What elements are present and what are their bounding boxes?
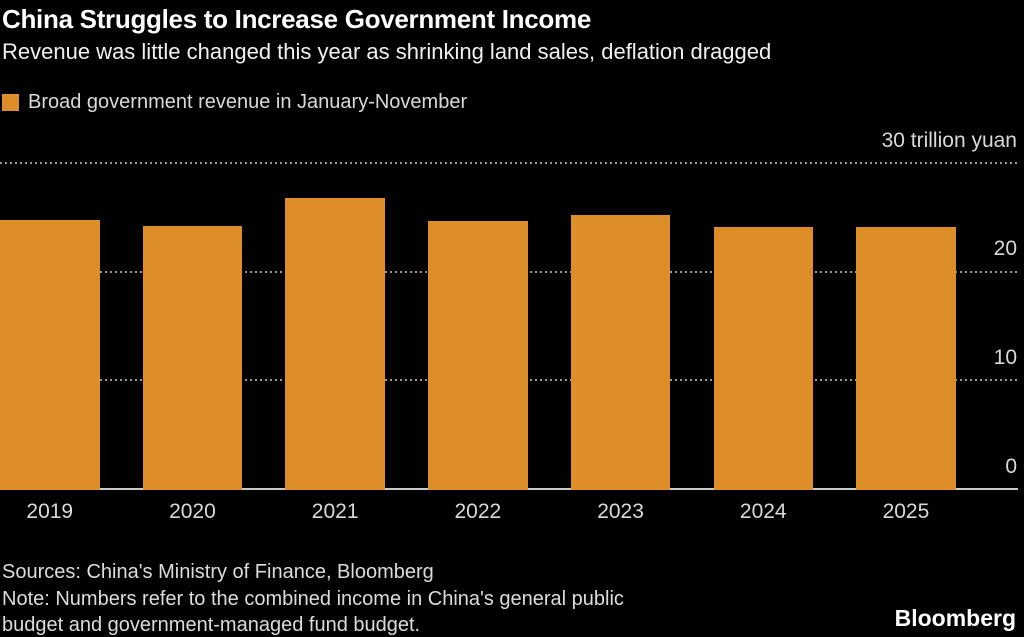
legend-label: Broad government revenue in January-Nove… [28,91,468,113]
x-tick-label-2019: 2019 [26,500,74,523]
x-tick-label-2020: 2020 [169,500,216,523]
y-tick-label-20: 20 [993,237,1017,261]
bar-2020 [142,225,243,490]
x-tick-label-2024: 2024 [739,500,787,523]
chart-title: China Struggles to Increase Government I… [2,4,591,34]
note-line-2: budget and government-managed fund budge… [2,614,421,636]
gridline-30 [0,162,1018,164]
bar-2019 [0,220,100,490]
legend-swatch-icon [2,94,19,111]
chart-subtitle: Revenue was little changed this year as … [2,39,772,64]
legend: Broad government revenue in January-Nove… [2,91,467,114]
bar-2022 [428,221,528,490]
bar-2023 [570,214,671,490]
y-tick-label-10: 10 [993,345,1017,369]
x-tick-label-2021: 2021 [311,500,359,523]
bar-2025 [856,226,956,490]
bloomberg-logo: Bloomberg [894,605,1016,631]
bar-2021 [285,198,385,490]
bar-2024 [713,226,813,490]
note-line-1: Note: Numbers refer to the combined inco… [2,587,624,610]
source-note: Sources: China's Ministry of Finance, Bl… [2,559,624,637]
sources-line: Sources: China's Ministry of Finance, Bl… [2,561,434,583]
y-tick-label-0: 0 [1005,454,1017,478]
y-tick-label-30: 30 trillion yuan [881,128,1017,152]
x-tick-label-2023: 2023 [597,500,644,523]
x-tick-label-2022: 2022 [454,500,502,523]
x-tick-label-2025: 2025 [882,500,930,523]
